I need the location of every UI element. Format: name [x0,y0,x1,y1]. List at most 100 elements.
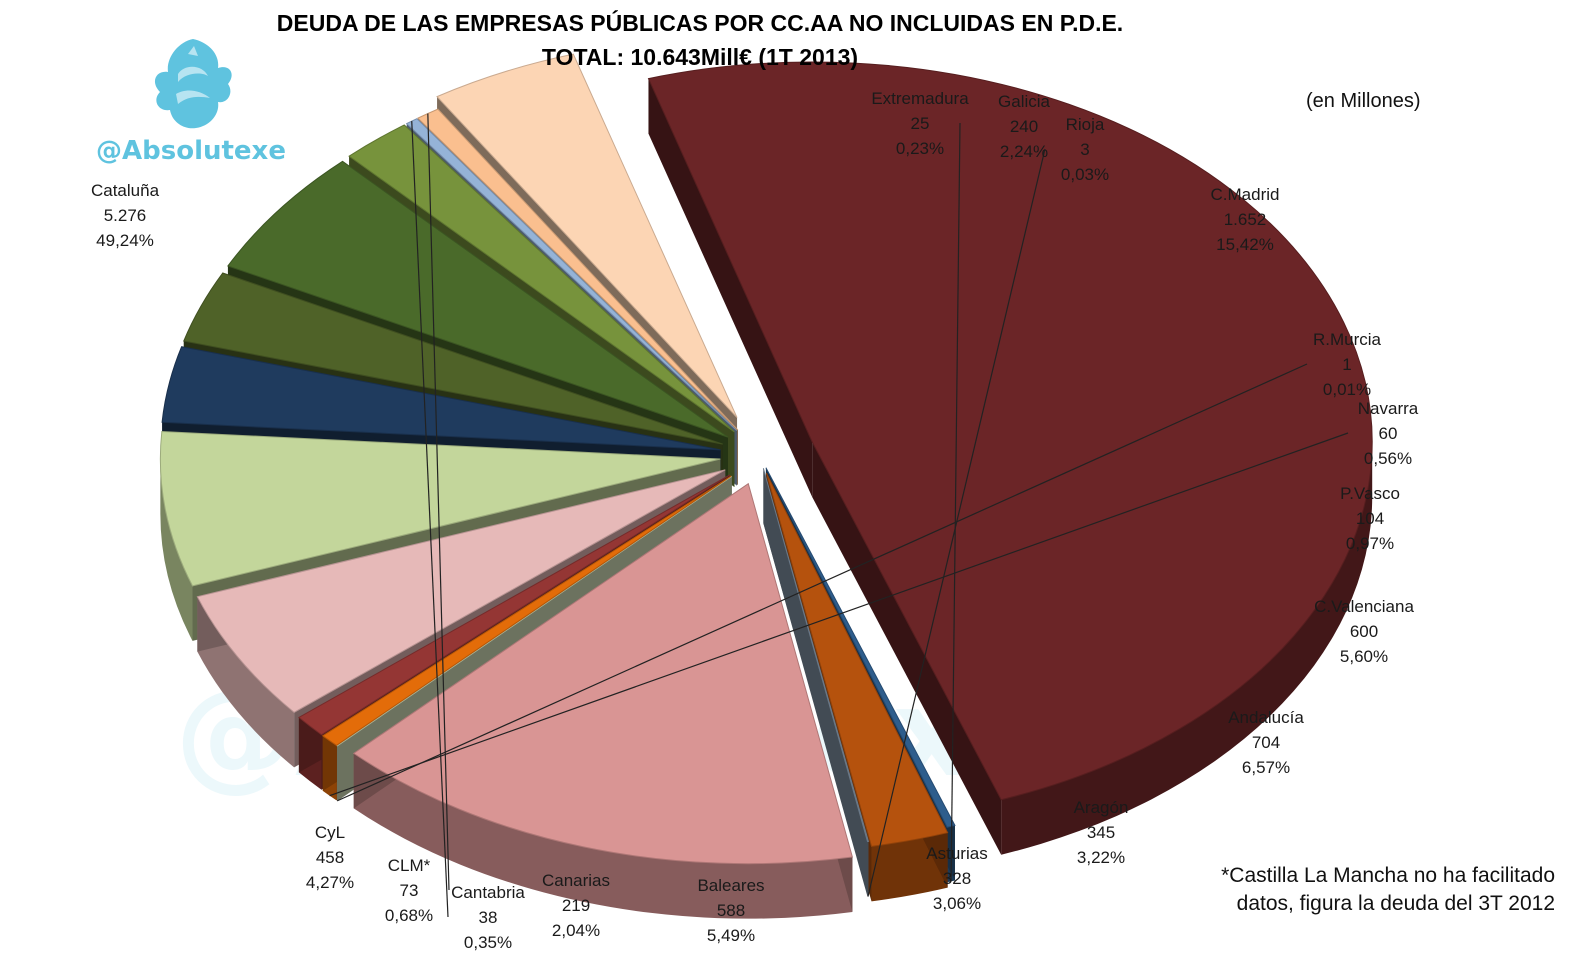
leader-CLM* [427,113,450,891]
label-name: Extremadura [871,89,969,108]
label-value: 1 [1342,355,1352,374]
label-percent: 2,04% [551,921,601,940]
slice-label-C.Madrid: C.Madrid 1.652 15,42% [1160,182,1330,257]
label-value: 240 [1009,117,1039,136]
label-name: Andalucía [1228,708,1304,727]
label-value: 104 [1355,509,1385,528]
slice-label-CyL: CyL 458 4,27% [245,820,415,895]
label-value: 328 [942,869,972,888]
slice-P.Vasco [298,474,731,736]
slice-label-Navarra: Navarra 60 0,56% [1303,396,1473,471]
slice-label-Canarias: Canarias 219 2,04% [491,868,661,943]
label-percent: 15,42% [1216,235,1274,254]
slice-label-Baleares: Baleares 588 5,49% [646,873,816,948]
label-value: 3 [1080,140,1090,159]
label-value: 5.276 [103,206,147,225]
label-percent: 4,27% [305,873,355,892]
leader-R.Murcia [336,363,1308,802]
label-value: 219 [561,896,591,915]
slice-Cantabria [405,118,738,431]
label-percent: 5,49% [706,926,756,945]
slice-label-R.Murcia: R.Murcia 1 0,01% [1262,327,1432,402]
slice-label-Asturias: Asturias 328 3,06% [872,841,1042,916]
label-percent: 0,23% [895,139,945,158]
brand-handle: @Absolutexe [96,136,286,166]
label-name: CyL [314,823,346,842]
slice-label-C.Valenciana: C.Valenciana 600 5,60% [1279,594,1449,669]
label-name: Cantabria [451,883,525,902]
label-name: Asturias [926,844,988,863]
slice-label-Cataluña: Cataluña 5.276 49,24% [40,178,210,253]
label-name: Cataluña [90,181,160,200]
chart-title: DEUDA DE LAS EMPRESAS PÚBLICAS POR CC.AA… [276,10,1124,36]
slice-side-Cataluña [1001,442,1373,855]
label-value: 73 [399,881,419,900]
label-percent: 0,03% [1060,165,1110,184]
slice-Baleares [227,160,729,438]
unit-note: (en Millones) [1306,90,1421,112]
label-percent: 0,35% [463,933,513,952]
label-value: 600 [1349,622,1379,641]
label-name: Aragón [1073,798,1129,817]
label-percent: 2,24% [999,142,1049,161]
slice-label-P.Vasco: P.Vasco 104 0,97% [1285,481,1455,556]
slice-label-Extremadura: Extremadura 25 0,23% [835,86,1005,161]
footnote: *Castilla La Mancha no ha facilitado dat… [1150,862,1555,918]
slice-Aragón [161,346,721,451]
slice-cut-Cataluña [812,442,1002,855]
label-percent: 49,24% [96,231,154,250]
slice-Andalucía [159,430,721,587]
slice-label-Andalucía: Andalucía 704 6,57% [1181,705,1351,780]
slice-C.Valenciana [196,469,726,713]
label-percent: 3,06% [932,894,982,913]
pie-top-layer [159,53,1373,865]
leader-Cantabria [411,121,449,918]
label-value: 458 [315,848,345,867]
slice-cut-Cataluña [648,78,813,498]
leader-Extremadura [950,122,961,882]
label-value: 60 [1378,424,1398,443]
slice-label-Rioja: Rioja 3 0,03% [1000,112,1170,187]
slice-CyL [436,53,738,418]
footnote-line-2: datos, figura la deuda del 3T 2012 [1236,892,1555,915]
slice-side-C.Madrid [353,753,853,919]
label-name: C.Valenciana [1314,597,1414,616]
label-name: Canarias [541,871,611,890]
chart-subtitle: TOTAL: 10.643Mill€ (1T 2013) [541,44,859,70]
label-percent: 6,57% [1241,758,1291,777]
slice-label-Galicia: Galicia 240 2,24% [939,89,1109,164]
slice-label-Cantabria: Cantabria 38 0,35% [403,880,573,955]
leader-lines [329,113,1349,918]
label-percent: 5,60% [1339,647,1389,666]
leader-Rioja [867,148,1046,897]
slice-label-CLM*: CLM* 73 0,68% [324,853,494,928]
slice-R.Murcia [336,475,733,747]
griffin-logo-icon [154,39,232,129]
label-value: 1.652 [1223,210,1267,229]
label-percent: 0,68% [384,906,434,925]
label-name: CLM* [387,856,431,875]
slice-Extremadura [765,467,956,828]
slice-Cataluña [647,61,1373,801]
label-name: C.Madrid [1210,185,1280,204]
slice-Canarias [348,124,735,433]
label-name: R.Murcia [1312,330,1381,349]
footnote-line-1: *Castilla La Mancha no ha facilitado [1221,864,1555,887]
label-name: Baleares [697,876,765,895]
label-value: 345 [1086,823,1116,842]
label-value: 588 [716,901,746,920]
label-value: 704 [1251,733,1281,752]
label-name: Rioja [1065,115,1105,134]
label-percent: 0,56% [1363,449,1413,468]
label-percent: 0,01% [1322,380,1372,399]
slice-label-Aragón: Aragón 345 3,22% [1016,795,1186,870]
slice-Navarra [321,475,732,747]
label-name: P.Vasco [1340,484,1400,503]
label-value: 38 [478,908,498,927]
label-value: 25 [910,114,930,133]
slice-C.Madrid [352,482,854,865]
leader-Navarra [329,432,1349,797]
label-percent: 0,97% [1345,534,1395,553]
slice-Rioja [762,468,870,843]
